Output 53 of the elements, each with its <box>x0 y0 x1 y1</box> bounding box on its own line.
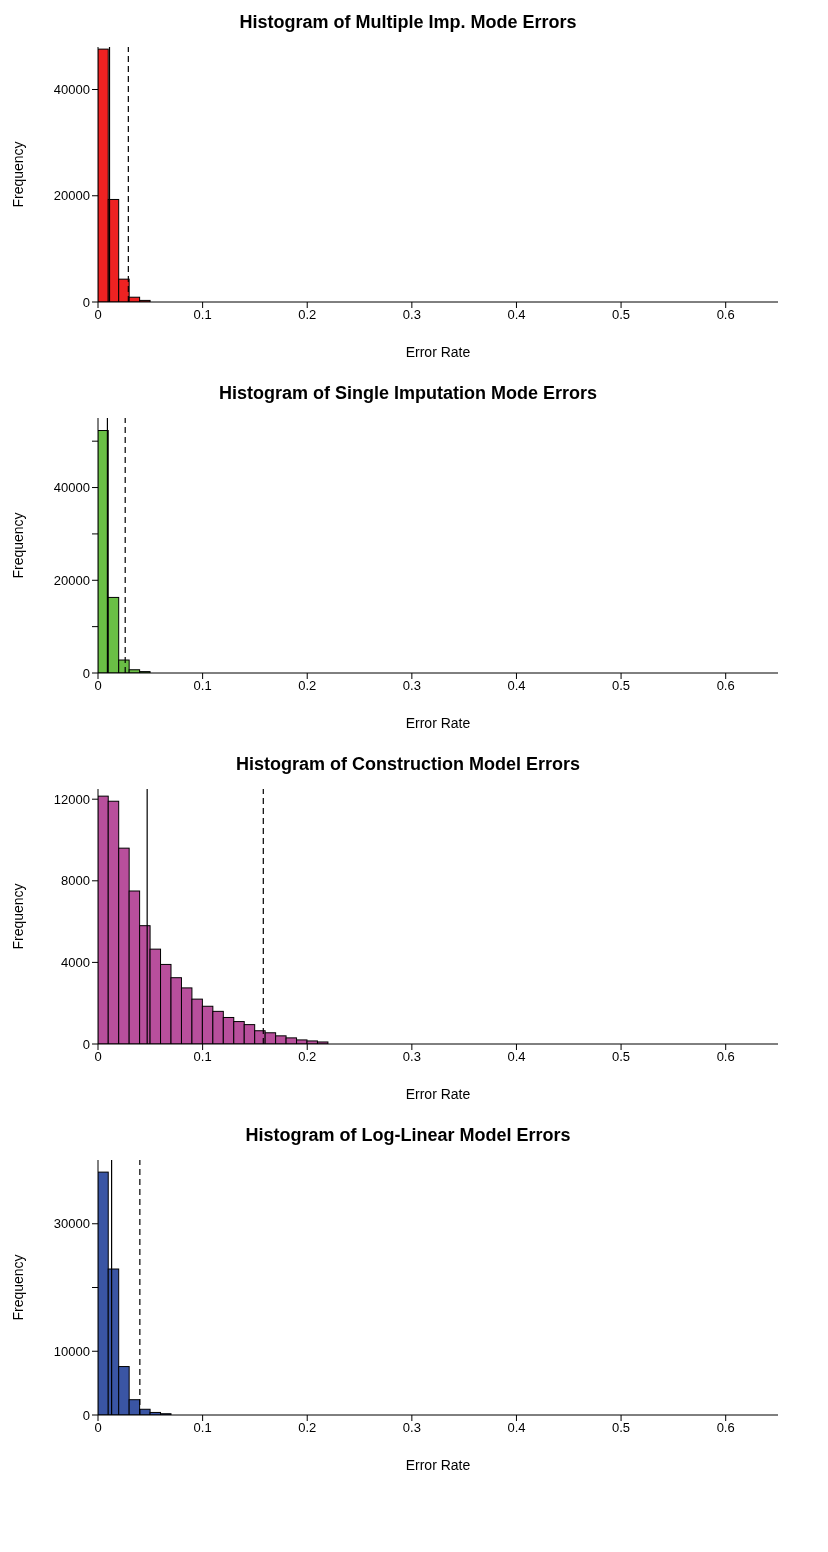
y-tick-label: 40000 <box>53 82 90 98</box>
x-tick-label: 0.4 <box>507 307 526 323</box>
y-tick-label: 12000 <box>53 791 90 807</box>
x-tick-label: 0.5 <box>612 1049 631 1065</box>
y-axis-title: Frequency <box>9 1254 26 1321</box>
y-tick-label: 20000 <box>53 572 90 588</box>
x-tick-label: 0.1 <box>193 678 212 694</box>
x-axis-title: Error Rate <box>405 1086 471 1102</box>
x-tick-label: 0.3 <box>402 307 421 323</box>
y-axis-title: Frequency <box>9 141 26 208</box>
y-tick-label: 0 <box>82 294 90 310</box>
x-tick-label: 0.1 <box>193 307 212 323</box>
x-tick-label: 0.2 <box>298 307 317 323</box>
x-tick-label: 0.5 <box>612 678 631 694</box>
x-tick-label: 0.6 <box>716 1049 735 1065</box>
chart-title: Histogram of Log-Linear Model Errors <box>244 1124 572 1147</box>
x-tick-label: 0 <box>94 307 102 323</box>
x-axis-title: Error Rate <box>405 344 471 360</box>
x-axis-title: Error Rate <box>405 1457 471 1473</box>
x-tick-label: 0 <box>94 1420 102 1436</box>
x-tick-label: 0.2 <box>298 1420 317 1436</box>
x-tick-label: 0 <box>94 1049 102 1065</box>
x-tick-label: 0.3 <box>402 1049 421 1065</box>
x-tick-label: 0.4 <box>507 1420 526 1436</box>
x-tick-label: 0.5 <box>612 307 631 323</box>
y-tick-label: 8000 <box>61 873 90 889</box>
y-tick-label: 20000 <box>53 188 90 204</box>
x-tick-label: 0.6 <box>716 678 735 694</box>
chart-title: Histogram of Construction Model Errors <box>235 753 581 776</box>
y-tick-label: 0 <box>82 665 90 681</box>
x-tick-label: 0.6 <box>716 307 735 323</box>
x-tick-label: 0.6 <box>716 1420 735 1436</box>
y-axis-title: Frequency <box>9 512 26 579</box>
y-tick-label: 40000 <box>53 480 90 496</box>
y-tick-label: 4000 <box>61 955 90 971</box>
x-tick-label: 0.2 <box>298 678 317 694</box>
x-tick-label: 0.1 <box>193 1420 212 1436</box>
x-axis-title: Error Rate <box>405 715 471 731</box>
x-tick-label: 0.2 <box>298 1049 317 1065</box>
chart-title: Histogram of Multiple Imp. Mode Errors <box>238 11 578 34</box>
y-axis-title: Frequency <box>9 883 26 950</box>
x-tick-label: 0.3 <box>402 1420 421 1436</box>
x-tick-label: 0.3 <box>402 678 421 694</box>
x-tick-label: 0.1 <box>193 1049 212 1065</box>
x-tick-label: 0.5 <box>612 1420 631 1436</box>
y-tick-label: 10000 <box>53 1343 90 1359</box>
y-tick-label: 0 <box>82 1407 90 1423</box>
y-tick-label: 0 <box>82 1036 90 1052</box>
x-tick-label: 0 <box>94 678 102 694</box>
x-tick-label: 0.4 <box>507 1049 526 1065</box>
chart-title: Histogram of Single Imputation Mode Errors <box>218 382 598 405</box>
x-tick-label: 0.4 <box>507 678 526 694</box>
y-tick-label: 30000 <box>53 1216 90 1232</box>
